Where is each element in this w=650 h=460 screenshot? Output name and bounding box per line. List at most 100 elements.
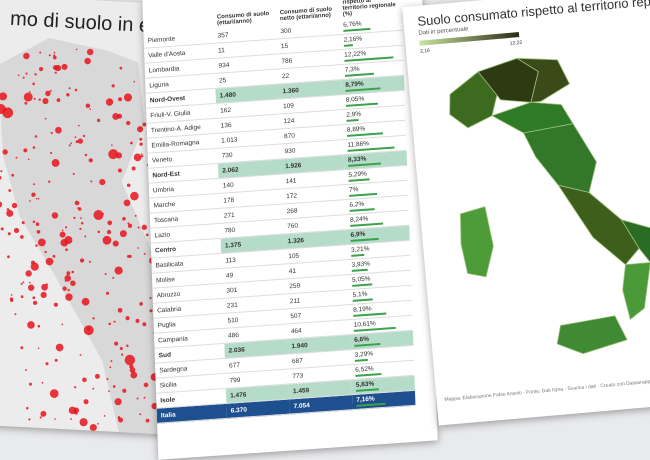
percent-bar bbox=[354, 358, 369, 362]
cell-text: 1.360 bbox=[282, 86, 299, 95]
dot bbox=[45, 362, 49, 366]
dot bbox=[99, 178, 106, 186]
dot bbox=[93, 210, 104, 221]
dot bbox=[109, 366, 112, 369]
dot bbox=[103, 415, 106, 417]
dot bbox=[94, 373, 100, 379]
cell-text: 7,16% bbox=[356, 395, 375, 404]
cell-text: 259 bbox=[289, 281, 301, 290]
cell-text: 211 bbox=[289, 296, 301, 305]
region bbox=[491, 101, 574, 134]
dot bbox=[122, 388, 127, 393]
cell-text: Emilia-Romagna bbox=[151, 138, 200, 149]
dot bbox=[9, 297, 14, 301]
dot bbox=[23, 92, 33, 102]
cell-text: 300 bbox=[280, 26, 292, 35]
cell-text: 3,21% bbox=[350, 245, 370, 254]
dot bbox=[49, 389, 59, 398]
dot bbox=[28, 418, 31, 421]
cell-text: 464 bbox=[290, 326, 302, 335]
regions bbox=[449, 57, 650, 355]
dot bbox=[111, 84, 115, 88]
dot bbox=[23, 52, 30, 60]
cell-text: 105 bbox=[288, 251, 300, 260]
cell-text: 5,1% bbox=[352, 290, 368, 299]
cell-text: 6,6% bbox=[354, 335, 370, 344]
dot bbox=[27, 158, 30, 161]
dot bbox=[92, 387, 95, 390]
cell-text: 49 bbox=[225, 271, 234, 280]
dot bbox=[118, 97, 123, 102]
table-body: Piemonte 357 300 6,76% Valle d'Aosta 11 15 2,16… bbox=[143, 15, 416, 424]
dot bbox=[120, 353, 124, 356]
dot bbox=[126, 183, 131, 188]
dot bbox=[70, 418, 72, 420]
dot bbox=[6, 209, 14, 217]
cell-text: 162 bbox=[220, 106, 232, 115]
cell-text: 1.480 bbox=[219, 90, 237, 100]
dot bbox=[86, 48, 94, 56]
dot bbox=[81, 297, 90, 306]
dot bbox=[89, 108, 92, 111]
dot bbox=[8, 189, 12, 192]
dot bbox=[80, 217, 82, 220]
percent-bar bbox=[349, 208, 375, 212]
dot bbox=[6, 208, 10, 211]
dot bbox=[83, 399, 89, 405]
dot bbox=[0, 227, 4, 231]
cell-text: 6,76% bbox=[343, 20, 362, 29]
dot bbox=[54, 71, 57, 74]
dot bbox=[64, 280, 67, 282]
cell-text: 22 bbox=[281, 72, 290, 80]
dot bbox=[74, 386, 77, 389]
dot bbox=[11, 202, 18, 209]
dot bbox=[142, 122, 147, 127]
dot bbox=[0, 103, 6, 114]
dot bbox=[56, 98, 61, 103]
cell-text: Nord-Ovest bbox=[149, 94, 186, 104]
dot bbox=[115, 152, 123, 159]
percent-bar bbox=[348, 178, 370, 182]
cell-text: 1.013 bbox=[221, 135, 238, 145]
cell-text: 1.459 bbox=[292, 386, 310, 395]
dot bbox=[92, 317, 95, 320]
cell-text: Centro bbox=[154, 245, 177, 254]
cell-text: 268 bbox=[286, 206, 298, 215]
dot bbox=[137, 126, 144, 133]
dot bbox=[141, 155, 144, 158]
dot bbox=[104, 272, 107, 276]
table-cell: 7.054 bbox=[289, 394, 353, 414]
dot bbox=[119, 66, 123, 70]
dot bbox=[74, 200, 80, 206]
dot bbox=[79, 258, 85, 263]
dot bbox=[48, 180, 51, 183]
dot bbox=[85, 103, 91, 109]
cell-text: Friuli-V. Giulia bbox=[150, 109, 191, 119]
cell-text: 25 bbox=[219, 76, 227, 85]
dot bbox=[130, 191, 139, 201]
dot bbox=[106, 378, 109, 381]
cell-text: 6.370 bbox=[230, 405, 248, 415]
dot bbox=[114, 266, 123, 275]
cell-text: 172 bbox=[286, 191, 298, 200]
cell-text: 15 bbox=[280, 42, 289, 50]
dot bbox=[127, 222, 130, 225]
cell-text: Calabria bbox=[157, 305, 182, 314]
cell-text: Campania bbox=[158, 334, 188, 344]
dot bbox=[84, 235, 87, 238]
region bbox=[620, 219, 650, 263]
cell-text: 113 bbox=[225, 256, 236, 265]
dot bbox=[65, 248, 68, 252]
data-table: Consumo di suolo (ettari/anno) Consumo di… bbox=[143, 0, 416, 424]
dot-map bbox=[0, 37, 184, 436]
dot bbox=[28, 91, 31, 93]
dot bbox=[134, 214, 137, 217]
dot bbox=[65, 226, 68, 229]
dot bbox=[77, 124, 80, 127]
percent-bar bbox=[352, 283, 373, 287]
dot-map-panel: mo di suolo in ettari bbox=[0, 0, 202, 436]
legend-scale bbox=[419, 32, 520, 46]
region bbox=[460, 206, 494, 278]
cell-text: 799 bbox=[229, 376, 241, 385]
dot bbox=[55, 343, 64, 352]
